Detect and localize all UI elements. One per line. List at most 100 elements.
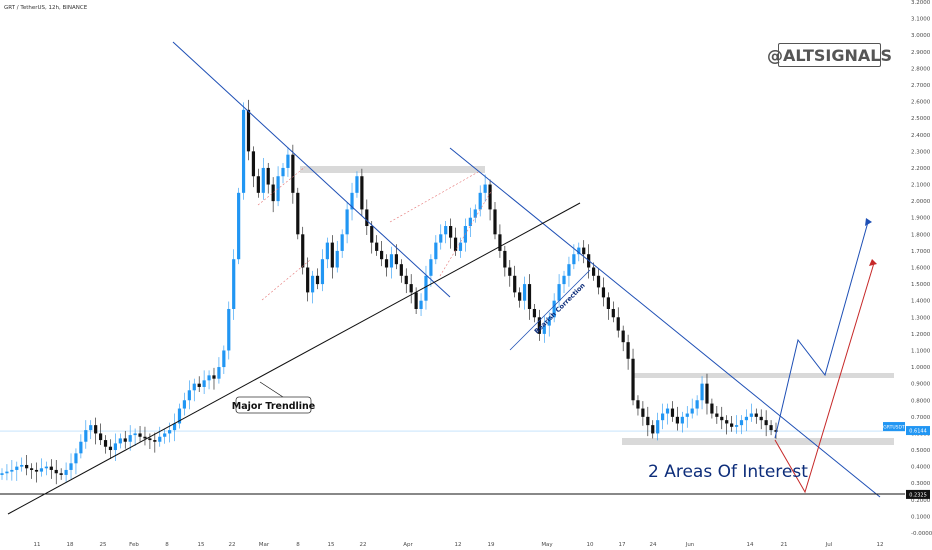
candle-body [661, 413, 665, 421]
candle-body [39, 468, 44, 472]
candle-body [271, 184, 275, 202]
y-tick-label: 0.8000 [911, 398, 931, 404]
candle-body [237, 192, 241, 260]
y-tick-label: 1.4000 [911, 299, 931, 305]
descending-trendline-2 [449, 147, 881, 498]
resistance-zone-mid [632, 373, 894, 378]
x-axis: 11 18 25 Feb 8 15 22 Mar 8 15 22 Apr 12 19 May 10 17 24 Ju… [34, 542, 884, 548]
candle-body [710, 403, 714, 414]
y-tick-label: 1.8000 [911, 232, 931, 238]
candle-body [734, 425, 739, 427]
candle-body [310, 275, 315, 293]
current-price-tag-box [906, 426, 930, 436]
candle-body [54, 469, 58, 474]
candle-body [611, 308, 615, 318]
x-tick-label: 21 [781, 542, 788, 548]
candle-body [700, 383, 704, 401]
candle-body [739, 420, 744, 426]
candle-body [5, 471, 9, 474]
candle-body [375, 242, 379, 251]
bearish-correction-line [509, 269, 591, 351]
x-tick-label: 8 [165, 542, 169, 548]
x-tick-label: 22 [229, 542, 236, 548]
candle-body [25, 464, 29, 469]
candle-body [404, 275, 408, 285]
candle-body [128, 435, 132, 442]
support-price-tag-box [906, 489, 930, 499]
candle-body [493, 209, 497, 235]
candle-body [89, 425, 93, 431]
candle-body [192, 383, 196, 391]
y-tick-label: 2.1000 [911, 183, 931, 189]
x-tick-label: 22 [360, 542, 367, 548]
candle-body [389, 254, 394, 268]
x-tick-label: 10 [587, 542, 594, 548]
candle-body [246, 109, 251, 152]
candle-body [685, 413, 689, 417]
x-tick-label: 15 [328, 542, 335, 548]
candle-body [232, 259, 236, 309]
candle-body [212, 375, 216, 379]
x-tick-label: 14 [747, 542, 754, 548]
candle-body [98, 433, 103, 441]
y-tick-label: 1.7000 [911, 249, 931, 255]
bullish-path-blue [774, 221, 869, 439]
candle-body [360, 176, 364, 210]
x-tick-label: 24 [650, 542, 657, 548]
candle-body [306, 267, 310, 293]
candle-body [227, 308, 231, 351]
candle-body [365, 209, 369, 227]
candle-body [414, 292, 418, 309]
y-tick-label: 1.0000 [911, 365, 931, 371]
candle-body [680, 416, 684, 424]
x-tick-label: Jul [825, 542, 833, 548]
y-tick-label: 3.1000 [911, 17, 931, 23]
candle-body [670, 408, 675, 417]
candle-body [118, 438, 122, 444]
candle-body [49, 466, 53, 470]
dashed-channel-2 [261, 259, 311, 301]
watermark-logo: @ALTSIGNALS [767, 43, 892, 67]
candle-body [301, 234, 305, 268]
candle-body [10, 469, 14, 472]
y-tick-label: 0.1000 [911, 514, 931, 520]
candle-body [572, 254, 576, 265]
x-tick-label: 12 [877, 542, 884, 548]
candle-body [453, 237, 458, 251]
candle-body [34, 469, 39, 472]
candle-body [197, 383, 201, 387]
candle-body [498, 234, 502, 251]
candle-body [542, 325, 546, 334]
candle-body [651, 425, 655, 434]
candle-body [335, 250, 339, 268]
symbol-tag-box [883, 422, 905, 432]
candle-body [725, 420, 729, 424]
bullish-path-red [774, 262, 875, 494]
candle-body [424, 275, 428, 301]
y-tick-label: 2.5000 [911, 116, 931, 122]
x-tick-label: 15 [198, 542, 205, 548]
candle-body [478, 192, 482, 210]
y-axis: 3.2000 3.1000 3.0000 2.9000 2.8000 2.7000 2.60… [911, 0, 932, 537]
candle-body [182, 400, 187, 409]
candle-body [429, 259, 433, 276]
candle-body [705, 383, 709, 404]
y-tick-label: 2.4000 [911, 133, 931, 139]
candle-body [754, 413, 758, 417]
y-tick-label: 0.2000 [911, 498, 931, 504]
candle-body [148, 438, 152, 441]
x-tick-label: 17 [619, 542, 626, 548]
y-tick-label: 0.7000 [911, 415, 931, 421]
x-tick-label: Apr [403, 542, 413, 548]
candle-body [439, 234, 443, 243]
candle-body [537, 317, 541, 334]
candle-body [616, 317, 620, 331]
candle-body [641, 408, 645, 417]
x-tick-label: May [541, 542, 553, 548]
candle-body [241, 109, 246, 193]
candle-body [764, 420, 768, 426]
candle-body [266, 167, 270, 185]
x-tick-label: 8 [296, 542, 300, 548]
candle-body [217, 367, 221, 379]
